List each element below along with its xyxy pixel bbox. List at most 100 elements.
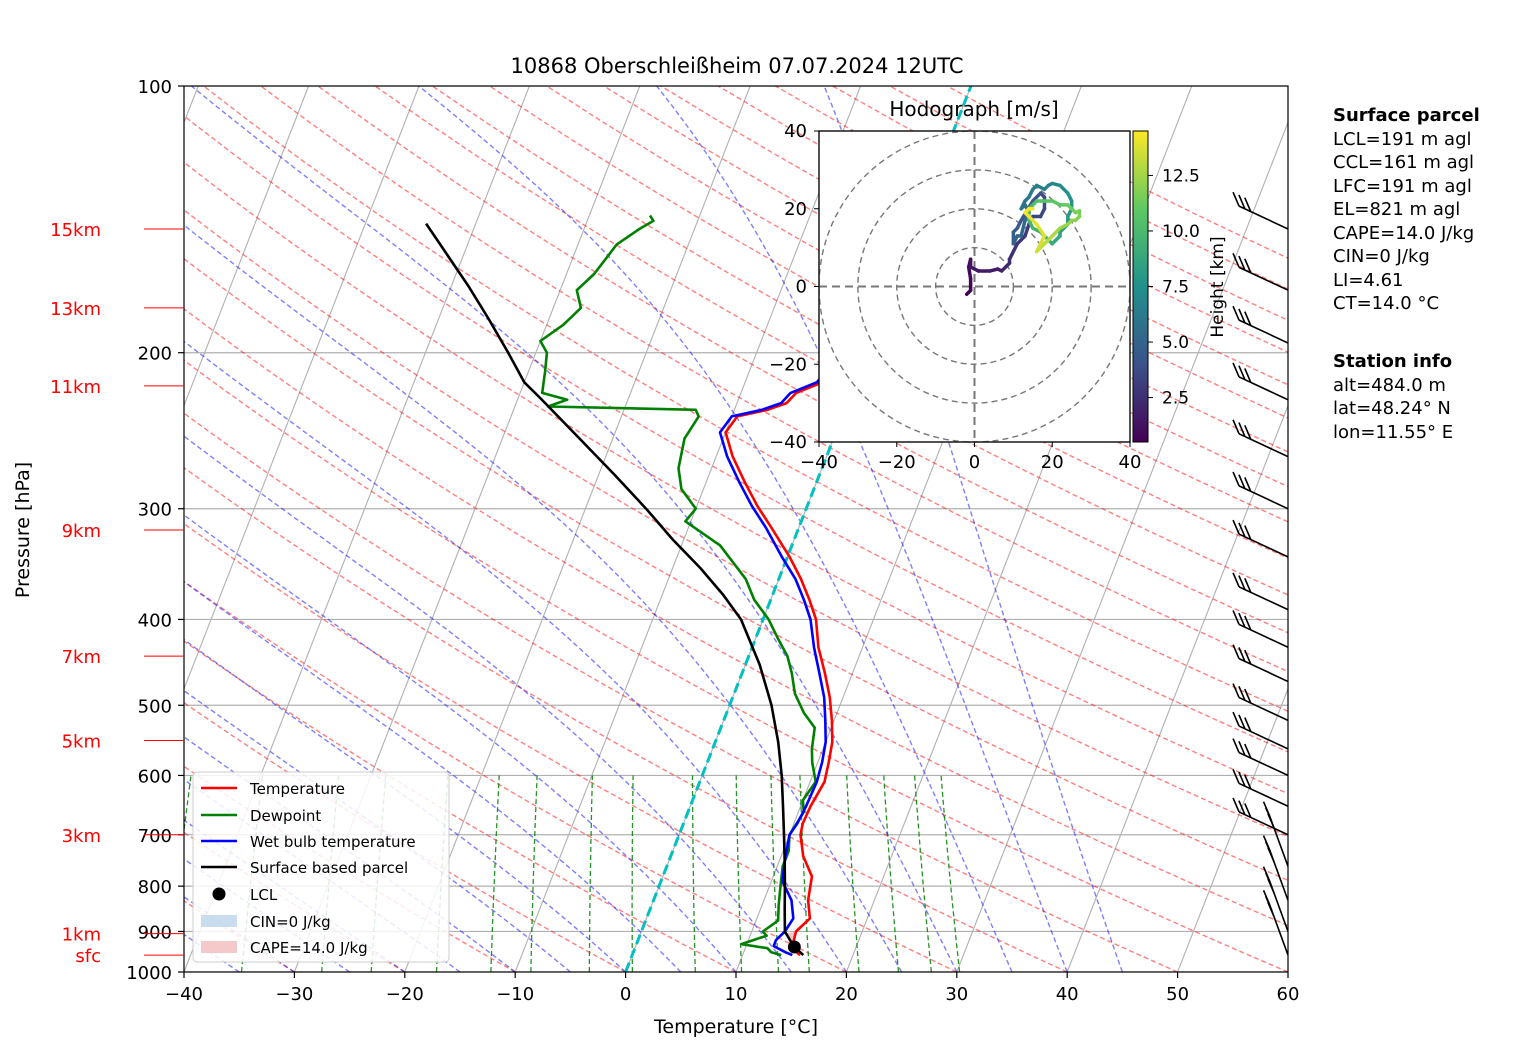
wind-barb-flag: [1238, 741, 1246, 756]
isotherm-line: [956, 120, 1288, 972]
wind-barb: [1232, 644, 1288, 683]
moist-adiabat: [184, 638, 627, 972]
wind-barb-flag: [1267, 878, 1275, 894]
x-tick-label: 20: [835, 984, 858, 1005]
surface-parcel-el: EL=821 m agl: [1333, 199, 1461, 220]
wind-barb-staff: [1238, 586, 1288, 611]
isotherm-line: [404, 86, 751, 972]
wind-barb-flag: [1232, 253, 1240, 268]
mixing-ratio-line: [735, 775, 743, 972]
dry-adiabat: [184, 522, 958, 972]
y-tick-label: 100: [138, 77, 172, 98]
wind-barb-staff: [1238, 266, 1288, 291]
height-label: 13km: [50, 299, 101, 320]
x-tick-label: 10: [725, 984, 748, 1005]
wind-barb-flag: [1238, 522, 1246, 538]
wind-barb-flag: [1244, 803, 1252, 818]
wind-barb-flag: [1238, 365, 1246, 380]
mixing-ratio-line: [530, 775, 538, 972]
x-tick-label: 50: [1166, 984, 1189, 1005]
surface-parcel-cape: CAPE=14.0 J/kg: [1333, 222, 1475, 244]
station-info-panel: Station info alt=484.0 m lat=48.24° N lo…: [1333, 350, 1453, 444]
surface-parcel-ccl: CCL=161 m agl: [1333, 152, 1475, 173]
mixing-ratio-line: [490, 775, 500, 972]
surface-parcel-li: LI=4.61: [1333, 269, 1404, 291]
surface-parcel-ct: CT=14.0 °C: [1333, 293, 1440, 314]
colorbar-label: Height [km]: [1208, 236, 1228, 337]
wind-barb-flag: [1244, 197, 1252, 212]
wind-barb-flag: [1232, 711, 1240, 727]
wind-barb-staff: [1238, 319, 1288, 344]
wind-barb-flag: [1238, 685, 1246, 701]
zero-isotherm: [624, 86, 973, 972]
surface-parcel-title: Surface parcel: [1333, 105, 1480, 126]
hodograph-segment: [1031, 191, 1043, 203]
wind-barb: [1232, 305, 1288, 344]
wind-barb: [1232, 191, 1288, 230]
hodograph-y-tick-label: 20: [784, 199, 807, 220]
wind-barb-flag: [1238, 771, 1246, 787]
hodograph-y-tick-label: 40: [784, 121, 807, 142]
height-label: 15km: [50, 220, 101, 241]
wind-barb: [1262, 801, 1288, 867]
station-info-title: Station info: [1333, 351, 1453, 372]
wind-barb-flag: [1244, 774, 1252, 790]
height-label: 9km: [62, 521, 101, 542]
moist-adiabat: [184, 224, 903, 972]
height-label: 5km: [62, 732, 101, 753]
wind-barb: [1232, 362, 1288, 401]
colorbar-tick-label: 12.5: [1162, 166, 1200, 186]
wind-barb-flag: [1232, 683, 1240, 698]
wind-barb-flag: [1238, 800, 1246, 815]
mixing-ratio-line: [883, 775, 900, 972]
x-axis-label: Temperature [°C]: [653, 1016, 818, 1038]
mixing-ratio-line: [770, 775, 780, 972]
wind-barb-flag: [1238, 647, 1246, 662]
wind-barb-staff: [1238, 433, 1288, 458]
surface-parcel-panel: Surface parcel LCL=191 m agl CCL=161 m a…: [1333, 104, 1480, 316]
wind-barb-flag: [1244, 258, 1252, 274]
hodograph-segment: [966, 265, 973, 281]
wind-barb-flag: [1244, 477, 1252, 492]
legend-wetbulb: Wet bulb temperature: [250, 833, 416, 851]
wind-barb-staff: [1238, 657, 1288, 683]
legend-dewpoint: Dewpoint: [250, 807, 321, 825]
x-tick-label: 40: [1056, 984, 1079, 1005]
height-label: 3km: [62, 826, 101, 847]
wind-barb-staff: [1238, 623, 1288, 648]
wind-barb: [1232, 797, 1288, 836]
hodograph-x-tick-label: 40: [1119, 452, 1142, 473]
wind-barb-flag: [1244, 717, 1252, 732]
dry-adiabat: [184, 209, 1288, 838]
hodograph-segment: [1015, 234, 1027, 246]
wind-barb-flag: [1244, 649, 1252, 665]
hodograph-colorbar: [1132, 130, 1149, 443]
wind-barb-flag: [1244, 578, 1252, 593]
wind-barb-flag: [1244, 311, 1252, 326]
hodograph-x-tick-label: −20: [878, 452, 916, 473]
dry-adiabat: [184, 359, 1288, 972]
hodograph-x-tick-label: −40: [800, 452, 838, 473]
wind-barb-flag: [1244, 615, 1252, 631]
x-tick-label: −10: [496, 984, 534, 1005]
hodograph-x-tick-label: 20: [1041, 452, 1064, 473]
y-tick-label: 300: [138, 500, 172, 521]
wind-barb: [1232, 572, 1288, 611]
legend-cin: CIN=0 J/kg: [250, 913, 331, 931]
legend-temperature: Temperature: [249, 780, 345, 798]
wind-barb-flag: [1232, 797, 1240, 813]
x-tick-label: −40: [165, 984, 203, 1005]
legend-cape: CAPE=14.0 J/kg: [250, 939, 368, 957]
dry-adiabat: [184, 114, 1288, 753]
wind-barb-flag: [1232, 572, 1240, 588]
station-info-lat: lat=48.24° N: [1333, 398, 1451, 419]
wind-barb: [1232, 610, 1288, 648]
surface-parcel-lcl: LCL=191 m agl: [1333, 128, 1472, 150]
wind-barb: [1232, 683, 1288, 722]
height-label: sfc: [75, 946, 101, 967]
moist-adiabat: [190, 86, 958, 972]
wind-barb: [1262, 890, 1288, 956]
wind-barb-flag: [1267, 813, 1275, 829]
isotherm-line: [1177, 687, 1288, 972]
